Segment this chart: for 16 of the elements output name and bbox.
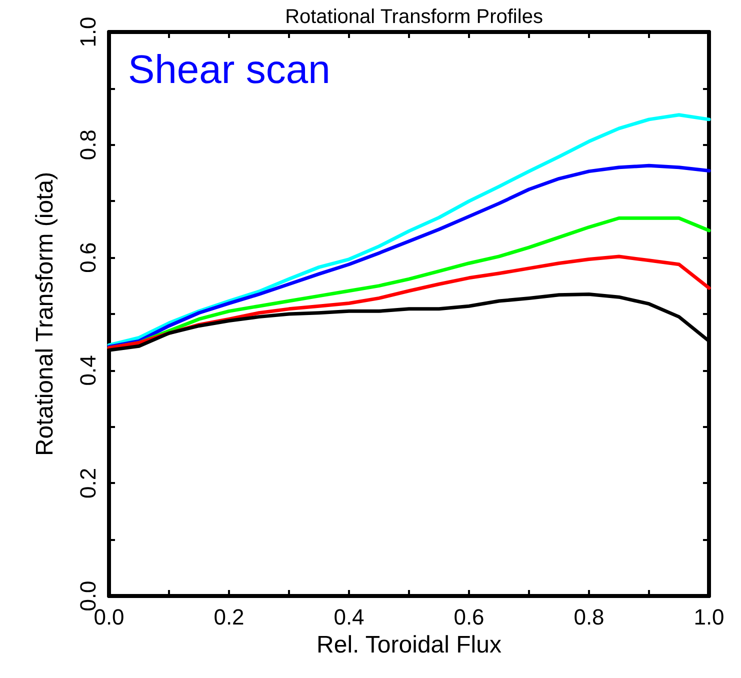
y-tick-label: 0.2 (76, 468, 100, 498)
x-tick-label: 1.0 (694, 604, 724, 630)
y-tick-label: 0.6 (76, 242, 100, 273)
x-tick-label: 0.2 (214, 604, 244, 630)
chart-title: Rotational Transform Profiles (285, 6, 543, 28)
y-tick-label: 0.4 (76, 355, 100, 386)
x-tick-label: 0.6 (454, 604, 484, 630)
y-tick-label: 0.8 (76, 130, 100, 160)
x-tick-label: 0.4 (334, 604, 364, 630)
x-tick-label: 0.8 (574, 604, 604, 630)
annotation: Shear scan (128, 48, 330, 92)
x-axis-title: Rel. Toroidal Flux (316, 631, 502, 658)
line-series (107, 164, 711, 348)
y-tick-label: 1.0 (76, 16, 100, 48)
y-axis-title: Rotational Transform (iota) (32, 172, 58, 456)
line-series (107, 113, 711, 347)
